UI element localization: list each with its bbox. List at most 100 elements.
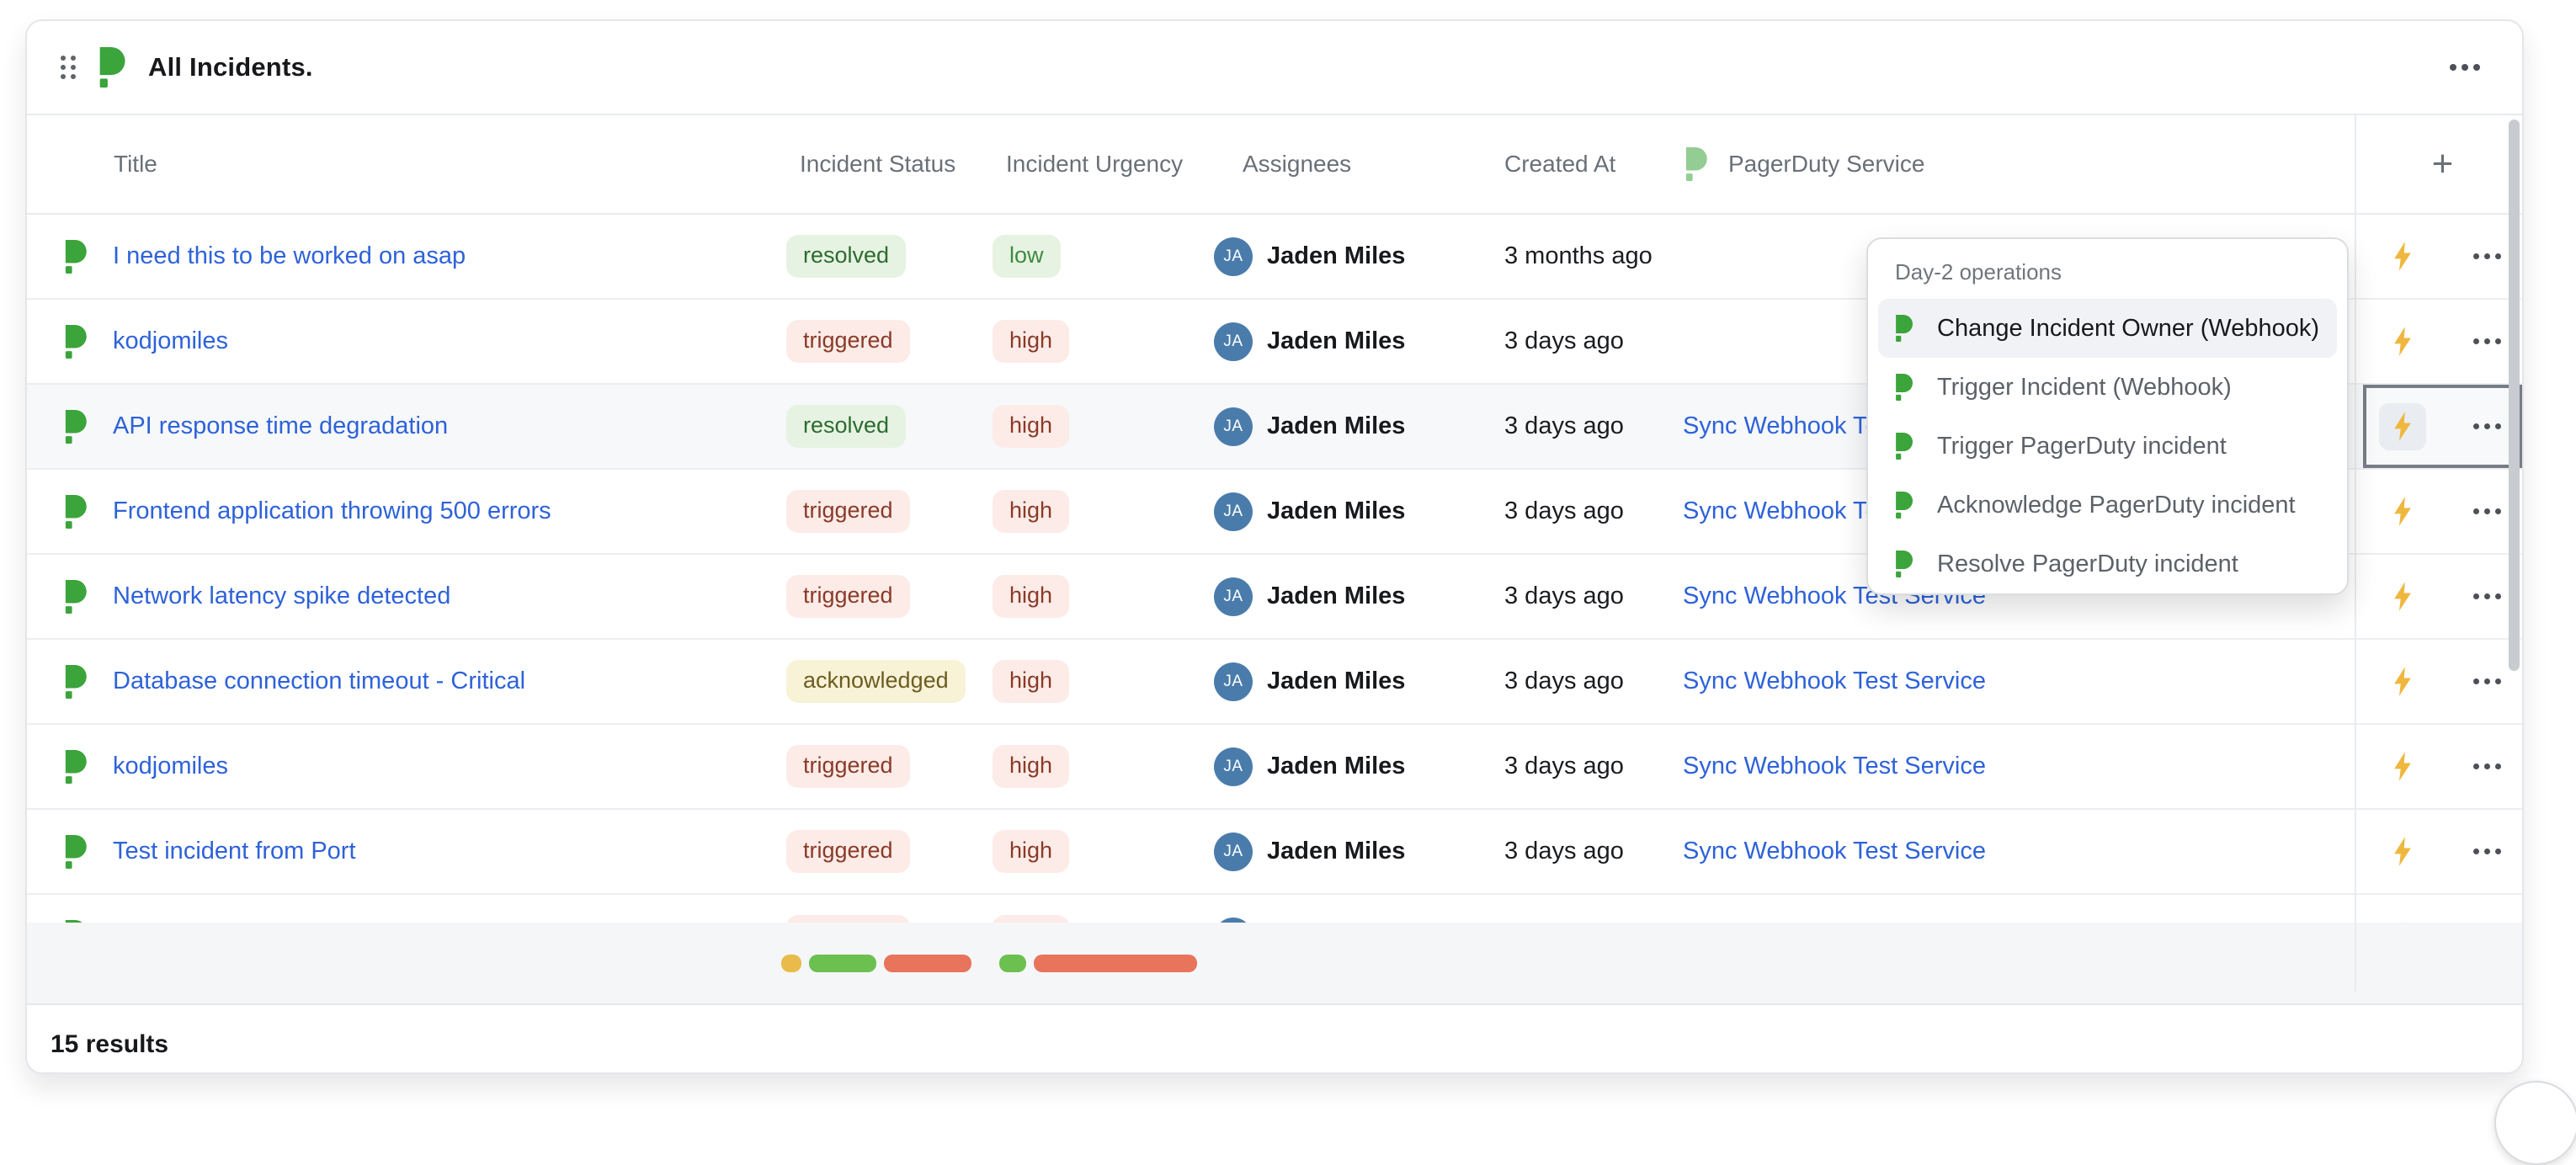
table-row[interactable]: Database connection timeout - Critical a… xyxy=(27,640,2522,725)
table-row[interactable]: Network latency spike detected triggered… xyxy=(27,555,2522,640)
status-badge: acknowledged xyxy=(786,660,966,703)
incident-title-link[interactable]: Frontend application throwing 500 errors xyxy=(113,497,551,524)
pagerduty-service-link[interactable]: Sync Webhook Test Service xyxy=(1683,668,1986,694)
created-at-cell: 3 days ago xyxy=(1504,810,1683,893)
floating-action-bubble[interactable] xyxy=(2494,1081,2576,1165)
row-kebab-menu-icon[interactable] xyxy=(2468,673,2506,689)
pagerduty-service-link[interactable]: Sync Webhook Test Service xyxy=(1683,753,1986,779)
avatar: JA xyxy=(1214,917,1253,923)
avatar: JA xyxy=(1214,662,1253,701)
urgency-cell: high xyxy=(993,385,1214,468)
row-actions-cell xyxy=(2363,640,2522,723)
avatar: JA xyxy=(1214,577,1253,616)
menu-item-label: Trigger PagerDuty incident xyxy=(1937,432,2227,460)
status-badge: resolved xyxy=(786,235,907,278)
run-action-bolt-icon[interactable] xyxy=(2379,913,2426,923)
urgency-badge: high xyxy=(993,915,1070,923)
menu-item[interactable]: Resolve PagerDuty incident xyxy=(1878,535,2337,593)
status-badge: triggered xyxy=(786,915,910,923)
row-kebab-menu-icon[interactable] xyxy=(2468,503,2506,519)
pagerduty-service-link[interactable]: Sync Webhook Test Service xyxy=(1683,838,1986,864)
urgency-badge: high xyxy=(993,830,1070,873)
column-header-incident-urgency[interactable]: Incident Urgency xyxy=(1006,151,1184,177)
row-kebab-menu-icon[interactable] xyxy=(2468,843,2506,859)
column-header-created-at[interactable]: Created At xyxy=(1504,151,1616,177)
incident-title-link[interactable]: I need this to be worked on asap xyxy=(113,242,466,269)
urgency-badge: high xyxy=(993,490,1070,533)
assignee-cell: JA Jaden Miles xyxy=(1214,810,1504,893)
assignee-cell: JA Jaden Miles xyxy=(1214,640,1504,723)
column-header-assignees[interactable]: Assignees xyxy=(1243,151,1352,177)
run-action-bolt-icon[interactable] xyxy=(2379,828,2426,875)
drag-handle-icon[interactable] xyxy=(61,56,76,79)
service-cell: Sync Webhook Test Service xyxy=(1683,810,2363,893)
row-kebab-menu-icon[interactable] xyxy=(2468,758,2506,774)
run-action-bolt-icon[interactable] xyxy=(2379,318,2426,365)
title-cell: Database connection timeout - Critical xyxy=(27,640,786,723)
status-cell: triggered xyxy=(786,895,993,923)
menu-item[interactable]: Trigger PagerDuty incident xyxy=(1878,417,2337,476)
column-header-pagerduty-service[interactable]: PagerDuty Service xyxy=(1683,114,2363,214)
add-column-button[interactable]: + xyxy=(2431,143,2454,184)
urgency-badge: high xyxy=(993,320,1070,363)
created-at-cell: 3 days ago xyxy=(1504,725,1683,808)
created-at-value: 3 days ago xyxy=(1504,838,1624,864)
pagerduty-icon xyxy=(62,749,88,784)
distribution-bar-segment xyxy=(781,954,801,972)
status-cell: triggered xyxy=(786,725,993,808)
add-column-cell: + xyxy=(2363,114,2522,214)
pagerduty-icon xyxy=(62,409,88,444)
row-actions-cell xyxy=(2363,300,2522,383)
table-row[interactable]: triggered high JA Jaden Miles 3 days ago xyxy=(27,895,2522,923)
incident-title-link[interactable]: API response time degradation xyxy=(113,412,449,439)
incident-title-link[interactable]: Database connection timeout - Critical xyxy=(113,668,526,694)
created-at-value: 3 days ago xyxy=(1504,497,1624,524)
row-kebab-menu-icon[interactable] xyxy=(2468,248,2506,264)
day2-operations-menu: Day-2 operations Change Incident Owner (… xyxy=(1866,237,2349,595)
row-kebab-menu-icon[interactable] xyxy=(2468,333,2506,349)
urgency-cell: high xyxy=(993,555,1214,638)
pagerduty-icon xyxy=(62,834,88,869)
status-cell: resolved xyxy=(786,385,993,468)
run-action-bolt-icon[interactable] xyxy=(2379,402,2426,450)
actions-column-divider xyxy=(2355,115,2356,992)
title-cell: API response time degradation xyxy=(27,385,786,468)
assignee-name: Jaden Miles xyxy=(1267,497,1406,524)
menu-item[interactable]: Trigger Incident (Webhook) xyxy=(1878,358,2337,417)
created-at-value: 3 days ago xyxy=(1504,412,1624,439)
created-at-cell: 3 days ago xyxy=(1504,640,1683,723)
status-distribution-bars xyxy=(781,954,1205,972)
table-row[interactable]: kodjomiles triggered high JA Jaden Miles… xyxy=(27,725,2522,810)
incident-title-link[interactable]: kodjomiles xyxy=(113,327,228,354)
column-header-incident-status[interactable]: Incident Status xyxy=(800,151,956,177)
table-row[interactable]: Test incident from Port triggered high J… xyxy=(27,810,2522,895)
created-at-cell: 3 days ago xyxy=(1504,300,1683,383)
run-action-bolt-icon[interactable] xyxy=(2379,233,2426,280)
pagerduty-icon xyxy=(1683,147,1708,181)
widget-header: All Incidents. xyxy=(27,21,2522,115)
assignee-cell: JA Jaden Miles xyxy=(1214,300,1504,383)
distribution-bar-segment xyxy=(1034,954,1197,972)
service-cell: Sync Webhook Test Service xyxy=(1683,640,2363,723)
widget-kebab-menu-icon[interactable] xyxy=(2445,59,2485,76)
results-count: 15 results xyxy=(51,1030,169,1058)
created-at-cell: 3 days ago xyxy=(1504,470,1683,553)
menu-item[interactable]: Change Incident Owner (Webhook) xyxy=(1878,299,2337,358)
menu-items: Change Incident Owner (Webhook) Trigger … xyxy=(1878,299,2337,593)
row-kebab-menu-icon[interactable] xyxy=(2468,588,2506,604)
incident-title-link[interactable]: kodjomiles xyxy=(113,753,228,779)
service-cell xyxy=(1683,895,2363,923)
incident-title-link[interactable]: Network latency spike detected xyxy=(113,582,451,609)
row-kebab-menu-icon[interactable] xyxy=(2468,418,2506,434)
run-action-bolt-icon[interactable] xyxy=(2379,573,2426,620)
pagerduty-icon xyxy=(1893,433,1913,460)
pagerduty-icon xyxy=(1893,315,1913,342)
run-action-bolt-icon[interactable] xyxy=(2379,743,2426,790)
run-action-bolt-icon[interactable] xyxy=(2379,488,2426,535)
menu-item[interactable]: Acknowledge PagerDuty incident xyxy=(1878,476,2337,535)
vertical-scrollbar[interactable] xyxy=(2509,120,2520,671)
run-action-bolt-icon[interactable] xyxy=(2379,658,2426,705)
incident-title-link[interactable]: Test incident from Port xyxy=(113,838,356,864)
column-header-title[interactable]: Title xyxy=(114,151,157,177)
status-cell: triggered xyxy=(786,470,993,553)
